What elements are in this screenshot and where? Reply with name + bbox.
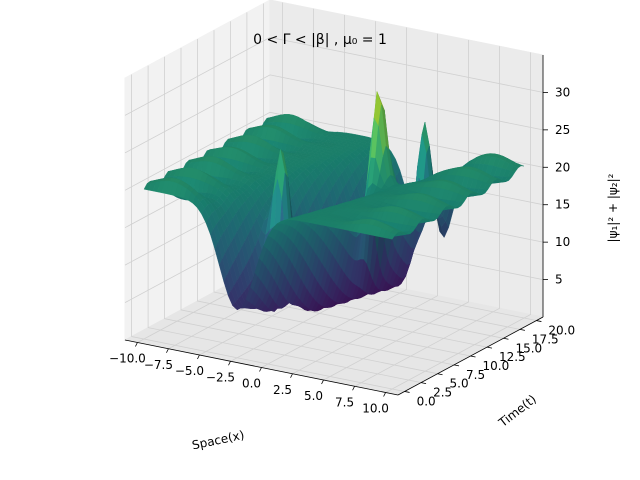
x-tick-mark (259, 367, 262, 372)
y-tick-label: 15.0 (515, 341, 542, 355)
y-grid-line (131, 74, 405, 392)
y-grid-line (197, 39, 471, 357)
y-tick-label: 12.5 (499, 350, 526, 364)
y-grid-line (213, 30, 488, 348)
z-grid-line (124, 36, 544, 116)
x-tick-mark (197, 354, 200, 360)
x-tick-label: −5.0 (175, 364, 204, 378)
x-tick-mark (228, 361, 231, 366)
z-tick-label: 25 (555, 123, 570, 137)
z-tick-label: 20 (555, 160, 570, 174)
x-tick-mark (135, 342, 138, 347)
x-tick-label: −2.5 (206, 370, 235, 384)
x-grid-line (292, 33, 438, 375)
y-tick-mark (503, 337, 509, 340)
z-grid-line (124, 111, 544, 191)
y-tick-label: 0.0 (417, 394, 436, 408)
y-tick-mark (437, 373, 443, 376)
x-grid-line (385, 52, 531, 393)
x-tick-label: 0.0 (242, 377, 261, 391)
x-tick-label: 2.5 (273, 383, 292, 397)
y-axis-label: Time(t) (495, 392, 539, 430)
y-tick-label: 7.5 (466, 368, 485, 382)
x-tick-mark (321, 379, 324, 385)
x-tick-mark (383, 392, 386, 397)
z-tick-label: 10 (555, 235, 570, 249)
y-tick-mark (420, 382, 427, 384)
z-tick-label: 5 (555, 273, 563, 287)
y-grid-line (180, 47, 455, 366)
y-tick-mark (470, 355, 476, 358)
y-tick-mark (519, 329, 526, 331)
x-tick-mark (290, 373, 293, 378)
z-axis-label: |ψ₁|² + |ψ₂|² (606, 173, 620, 242)
y-tick-label: 20.0 (548, 324, 575, 338)
y-grid-line (164, 56, 438, 375)
x-tick-label: −10.0 (109, 352, 146, 366)
y-tick-mark (453, 364, 460, 367)
x-grid-line (323, 40, 469, 381)
z-tick-label: 30 (555, 85, 570, 99)
z-grid-line (124, 74, 544, 154)
y-tick-mark (536, 320, 542, 322)
y-grid-line (147, 65, 422, 383)
x-tick-label: 10.0 (362, 402, 389, 416)
z-tick-label: 15 (555, 198, 570, 212)
surface-patch (387, 232, 396, 240)
y-tick-mark (486, 346, 493, 349)
axis-ticks: −10.0−7.5 −5.0 −2.5 0.0 2.5 5.0 7.5 10.00.02.55… (109, 85, 575, 415)
x-grid-line (354, 46, 501, 387)
x-axis-label: Space(x) (191, 428, 246, 453)
x-tick-label: 7.5 (335, 395, 354, 409)
y-tick-mark (404, 391, 410, 393)
surface-plot (143, 91, 525, 312)
y-tick-label: 10.0 (483, 359, 510, 373)
chart-title: 0 < Γ < |β| , μ₀ = 1 (253, 32, 387, 48)
x-tick-mark (166, 348, 169, 353)
y-tick-label: 2.5 (433, 386, 452, 400)
x-tick-label: 5.0 (304, 389, 323, 403)
x-tick-label: −7.5 (144, 358, 173, 372)
x-tick-mark (352, 386, 355, 391)
y-tick-label: 5.0 (450, 377, 469, 391)
y-tick-label: 17.5 (532, 332, 559, 346)
x-grid-line (261, 27, 407, 368)
